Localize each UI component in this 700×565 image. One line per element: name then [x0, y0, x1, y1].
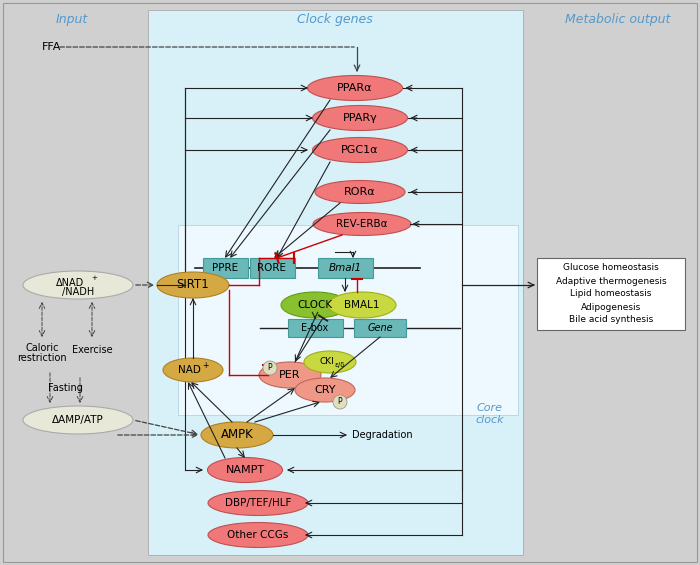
Ellipse shape	[207, 458, 283, 483]
Text: Input: Input	[56, 14, 88, 27]
Text: Fasting: Fasting	[48, 383, 83, 393]
Text: ε/δ: ε/δ	[335, 362, 345, 368]
Text: BMAL1: BMAL1	[344, 300, 379, 310]
Text: /NADH: /NADH	[62, 287, 94, 297]
Text: Adipogenesis: Adipogenesis	[581, 302, 641, 311]
Text: Metabolic output: Metabolic output	[566, 14, 671, 27]
Text: E-box: E-box	[302, 323, 328, 333]
Ellipse shape	[295, 378, 355, 402]
Text: NAD: NAD	[178, 365, 200, 375]
Text: Degradation: Degradation	[352, 430, 412, 440]
Text: Gene: Gene	[368, 323, 393, 333]
Ellipse shape	[313, 212, 411, 236]
Text: CLOCK: CLOCK	[298, 300, 332, 310]
Ellipse shape	[281, 292, 349, 318]
Text: P: P	[267, 363, 272, 372]
Text: PPARα: PPARα	[337, 83, 372, 93]
Ellipse shape	[312, 137, 407, 163]
Text: P: P	[337, 398, 342, 406]
Text: Bile acid synthesis: Bile acid synthesis	[569, 315, 653, 324]
Bar	[537, 258, 685, 330]
Ellipse shape	[23, 271, 133, 299]
Bar	[178, 225, 518, 415]
Text: Core: Core	[477, 403, 503, 413]
Text: PPRE: PPRE	[212, 263, 238, 273]
Text: clock: clock	[476, 415, 504, 425]
Ellipse shape	[328, 292, 396, 318]
Text: ΔAMP/ATP: ΔAMP/ATP	[52, 415, 104, 425]
Ellipse shape	[208, 490, 308, 515]
Text: DBP/TEF/HLF: DBP/TEF/HLF	[225, 498, 291, 508]
Ellipse shape	[315, 180, 405, 203]
Text: +: +	[91, 275, 97, 281]
Text: Caloric: Caloric	[25, 343, 59, 353]
Ellipse shape	[304, 351, 356, 373]
Text: +: +	[202, 360, 208, 370]
Text: RORα: RORα	[344, 187, 376, 197]
Bar	[354, 319, 406, 337]
Text: Other CCGs: Other CCGs	[228, 530, 288, 540]
Text: ΔNAD: ΔNAD	[56, 278, 84, 288]
Ellipse shape	[208, 523, 308, 547]
Ellipse shape	[201, 422, 273, 448]
Text: Clock genes: Clock genes	[297, 14, 373, 27]
Text: Lipid homeostasis: Lipid homeostasis	[570, 289, 652, 298]
Ellipse shape	[23, 406, 133, 434]
Ellipse shape	[163, 358, 223, 382]
Ellipse shape	[312, 106, 407, 131]
Bar	[318, 258, 372, 278]
Text: restriction: restriction	[18, 353, 66, 363]
Bar	[249, 258, 295, 278]
Ellipse shape	[259, 362, 321, 388]
Text: CKI: CKI	[320, 358, 335, 367]
Bar	[148, 10, 523, 555]
Text: Exercise: Exercise	[71, 345, 112, 355]
Text: CRY: CRY	[314, 385, 336, 395]
Circle shape	[333, 395, 347, 409]
Text: FFA: FFA	[42, 42, 62, 52]
Bar	[288, 319, 342, 337]
Text: SIRT1: SIRT1	[176, 279, 209, 292]
Ellipse shape	[157, 272, 229, 298]
Text: REV-ERBα: REV-ERBα	[336, 219, 388, 229]
Text: RORE: RORE	[258, 263, 286, 273]
Circle shape	[263, 361, 277, 375]
Text: Adaptive thermogenesis: Adaptive thermogenesis	[556, 276, 666, 285]
Text: PGC1α: PGC1α	[342, 145, 379, 155]
Text: Bmal1: Bmal1	[328, 263, 362, 273]
Text: PPARγ: PPARγ	[342, 113, 377, 123]
Text: NAMPT: NAMPT	[225, 465, 265, 475]
Text: Glucose homeostasis: Glucose homeostasis	[563, 263, 659, 272]
Bar	[202, 258, 248, 278]
Text: AMPK: AMPK	[220, 428, 253, 441]
Ellipse shape	[307, 76, 402, 101]
Text: PER: PER	[279, 370, 301, 380]
